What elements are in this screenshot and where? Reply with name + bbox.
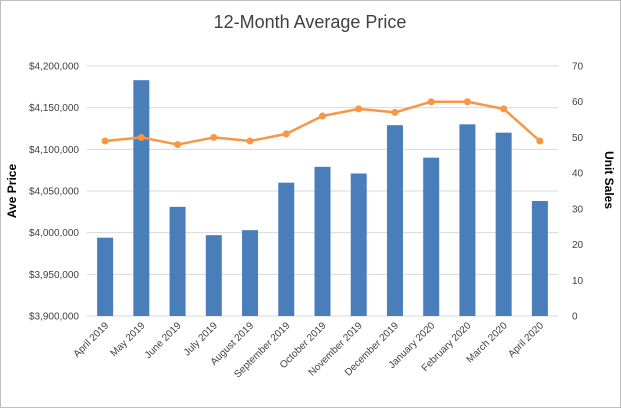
bar	[350, 173, 367, 316]
y2-tick-label: 50	[572, 133, 584, 144]
chart-title: 12-Month Average Price	[214, 12, 407, 32]
line-point	[391, 108, 399, 116]
line-point	[282, 130, 290, 138]
y-tick-label: $4,000,000	[29, 228, 79, 239]
bar	[531, 201, 548, 316]
bar	[278, 182, 295, 316]
right-axis-ticks: 0 10 20 30 40 50 60 70	[572, 62, 584, 323]
line-point	[319, 112, 326, 120]
line-point	[210, 133, 218, 141]
bar	[242, 230, 259, 316]
x-tick-label: April 2020	[506, 320, 546, 360]
y2-tick-label: 60	[572, 97, 584, 108]
bar	[459, 124, 476, 316]
bar	[97, 237, 114, 316]
bar	[423, 157, 440, 316]
y2-tick-label: 30	[572, 204, 584, 215]
y2-tick-label: 10	[572, 276, 584, 287]
y-tick-label: $4,050,000	[29, 187, 79, 198]
x-tick-label: June 2019	[143, 320, 184, 361]
left-axis-ticks: $3,900,000 $3,950,000 $4,000,000 $4,050,000…	[29, 62, 79, 323]
bar	[386, 125, 403, 317]
bar	[495, 132, 512, 316]
line-point	[101, 137, 109, 145]
bar	[314, 166, 331, 316]
y2-tick-label: 0	[572, 312, 578, 323]
line-point	[174, 141, 182, 149]
line-series	[101, 98, 544, 149]
y2-tick-label: 20	[572, 240, 584, 251]
line-point	[355, 105, 363, 113]
y-tick-label: $4,150,000	[29, 103, 79, 114]
x-tick-label: April 2019	[72, 320, 112, 360]
bar	[205, 235, 222, 316]
gridlines	[87, 65, 558, 317]
y-tick-label: $3,950,000	[29, 270, 79, 281]
line-point	[536, 137, 544, 145]
y2-tick-label: 70	[572, 62, 584, 73]
left-axis-title: Ave Price	[5, 164, 19, 219]
line-point	[500, 105, 508, 113]
right-axis-title: Unit Sales	[602, 151, 616, 209]
bar	[169, 206, 186, 316]
line-point	[246, 137, 254, 145]
line-point	[463, 98, 471, 106]
bar	[133, 80, 150, 317]
y2-tick-label: 40	[572, 169, 584, 180]
y-tick-label: $4,200,000	[29, 62, 79, 73]
y-tick-label: $4,100,000	[29, 145, 79, 156]
line-point	[137, 133, 145, 141]
x-tick-label: July 2019	[182, 320, 220, 358]
line-point	[427, 98, 435, 106]
y-tick-label: $3,900,000	[29, 312, 79, 323]
